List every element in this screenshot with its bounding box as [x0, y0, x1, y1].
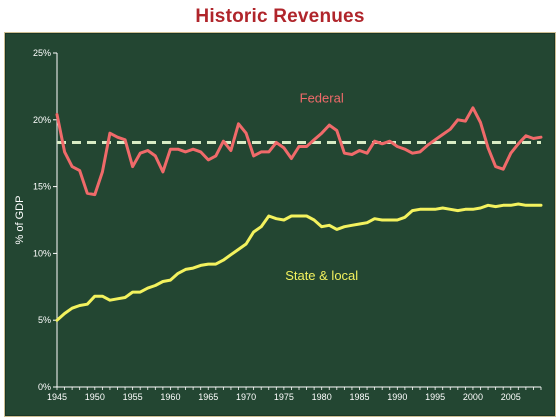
y-tick-label: 5% [38, 315, 51, 325]
y-tick-label: 20% [33, 115, 51, 125]
y-tick-label: 10% [33, 248, 51, 258]
x-tick-label: 1965 [198, 392, 218, 402]
federal-series-label: Federal [300, 90, 344, 105]
revenue-chart: 0% 5% 10% 15% 20% 25% 1945 1950 1955 1960 1965 197… [14, 48, 543, 402]
x-tick-label: 1975 [274, 392, 294, 402]
x-tick-label: 1995 [425, 392, 445, 402]
y-tick-labels: 0% 5% 10% 15% 20% 25% [33, 48, 51, 392]
axes [53, 52, 542, 390]
x-tick-label: 1980 [312, 392, 332, 402]
x-tick-label: 1945 [47, 392, 67, 402]
x-tick-label: 1960 [160, 392, 180, 402]
y-axis-label: % of GDP [14, 196, 26, 245]
x-tick-label: 1950 [85, 392, 105, 402]
series-layer: Federal State & local [55, 90, 543, 322]
slide-title: Historic Revenues [195, 6, 365, 27]
x-tick-label: 1990 [387, 392, 407, 402]
chart-frame: 0% 5% 10% 15% 20% 25% 1945 1950 1955 1960 1965 197… [4, 32, 556, 417]
x-tick-label: 2005 [501, 392, 521, 402]
x-tick-label: 2000 [463, 392, 483, 402]
y-tick-label: 15% [33, 182, 51, 192]
x-tick-label: 1970 [236, 392, 256, 402]
y-tick-label: 25% [33, 48, 51, 58]
federal-line [55, 106, 543, 197]
x-tick-label: 1985 [349, 392, 369, 402]
state-local-series-label: State & local [285, 268, 358, 283]
x-tick-labels: 1945 1950 1955 1960 1965 1970 1975 1980 1985 1990… [47, 392, 521, 402]
x-tick-label: 1955 [123, 392, 143, 402]
state-local-line [55, 202, 543, 322]
y-tick-label: 0% [38, 382, 51, 392]
